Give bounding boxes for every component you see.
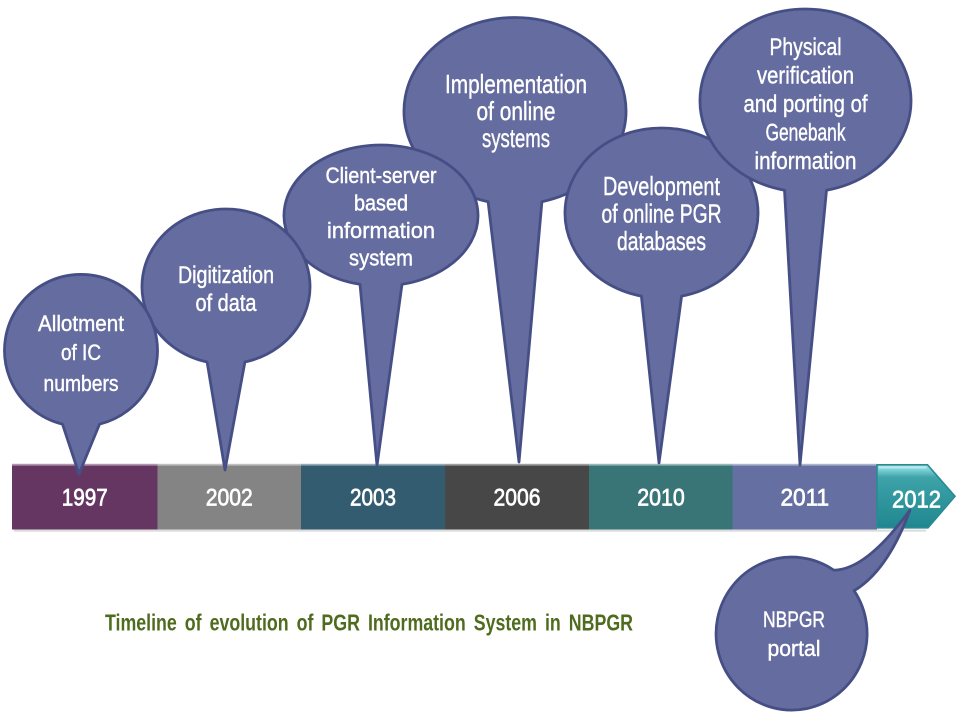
svg-text:system: system — [349, 246, 413, 271]
svg-text:information: information — [327, 218, 435, 243]
svg-text:NBPGR: NBPGR — [763, 607, 825, 632]
svg-text:Digitization: Digitization — [178, 262, 274, 289]
svg-text:based: based — [354, 191, 408, 216]
svg-text:numbers: numbers — [44, 371, 119, 396]
svg-text:and porting of: and porting of — [744, 91, 868, 118]
svg-text:Timeline of evolution of PGR I: Timeline of evolution of PGR Information… — [105, 610, 633, 636]
svg-text:of data: of data — [196, 290, 258, 317]
svg-text:Implementation: Implementation — [445, 69, 587, 99]
svg-text:2011: 2011 — [780, 485, 829, 512]
svg-text:2012: 2012 — [892, 487, 941, 514]
svg-text:of IC: of IC — [61, 340, 101, 365]
svg-text:2003: 2003 — [350, 485, 396, 512]
svg-text:information: information — [755, 148, 857, 175]
svg-text:1997: 1997 — [62, 485, 108, 512]
svg-text:of online PGR: of online PGR — [602, 199, 722, 229]
svg-text:2010: 2010 — [637, 485, 685, 512]
svg-text:Development: Development — [603, 171, 721, 201]
svg-text:portal: portal — [768, 636, 821, 661]
svg-text:Client-server: Client-server — [326, 163, 437, 188]
svg-text:databases: databases — [617, 226, 706, 256]
svg-text:2002: 2002 — [206, 485, 253, 512]
svg-text:Allotment: Allotment — [38, 311, 124, 336]
svg-text:Physical: Physical — [770, 34, 842, 61]
svg-text:2006: 2006 — [494, 485, 541, 512]
svg-text:verification: verification — [757, 63, 854, 90]
svg-text:of online: of online — [477, 96, 556, 126]
svg-text:systems: systems — [482, 123, 550, 153]
svg-text:Genebank: Genebank — [766, 120, 847, 147]
